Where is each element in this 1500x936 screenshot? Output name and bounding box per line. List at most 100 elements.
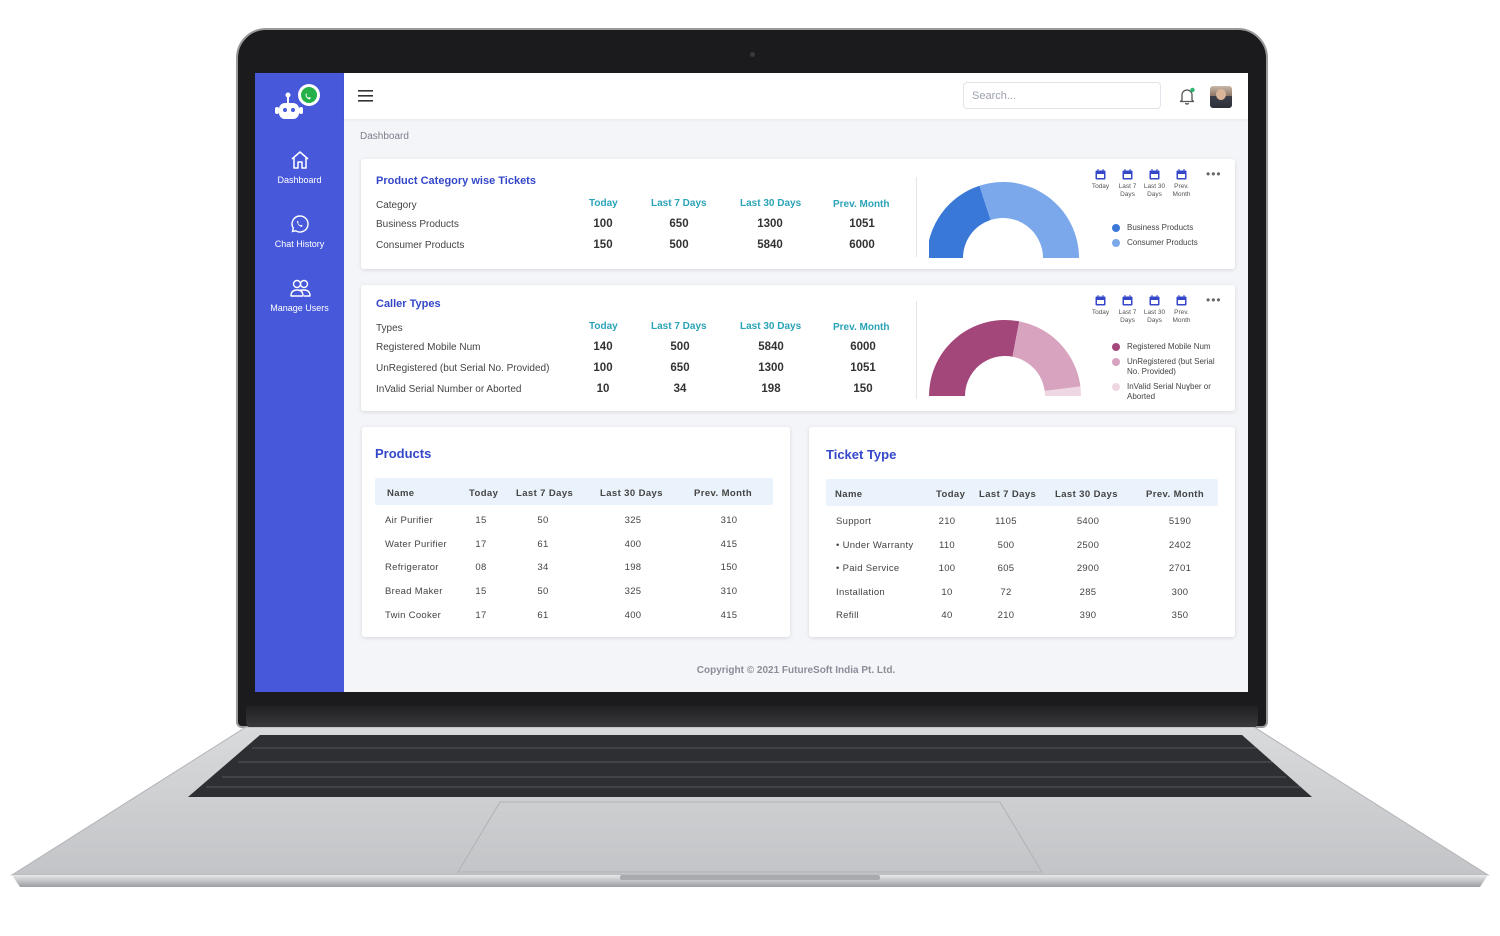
value-cell: 650 [669, 218, 689, 230]
period-today[interactable]: Today [1087, 295, 1114, 325]
product-category-donut-chart [929, 182, 1079, 258]
calendar-icon [1176, 295, 1187, 306]
table-cell: 15 [475, 515, 487, 526]
table-cell: 310 [720, 515, 738, 526]
row-label: UnRegistered (but Serial No. Provided) [376, 363, 550, 374]
table-cell: 08 [475, 562, 487, 574]
table-cell: 325 [624, 515, 642, 526]
product-category-card: Product Category wise Tickets Category T… [361, 159, 1235, 269]
legend-swatch [1112, 239, 1120, 247]
table-cell: 310 [720, 586, 738, 598]
value-cell: 6000 [850, 341, 876, 353]
table-cell: 350 [1171, 610, 1189, 621]
donut-slice[interactable] [1012, 321, 1081, 391]
donut-slice[interactable] [929, 185, 991, 258]
webcam [750, 52, 755, 57]
more-options-icon[interactable]: ••• [1206, 167, 1222, 181]
table-cell: 17 [475, 538, 487, 550]
calendar-icon [1149, 169, 1160, 180]
table-cell: 61 [537, 538, 549, 550]
calendar-icon [1176, 169, 1187, 180]
legend-swatch [1112, 343, 1120, 351]
table-cell: 210 [938, 516, 956, 527]
table-cell: 2402 [1168, 539, 1192, 551]
sidebar-item-dashboard[interactable]: Dashboard [255, 149, 344, 185]
product-name: Twin Cooker [385, 609, 442, 621]
period-label: Today [1091, 183, 1110, 190]
table-cell: 34 [537, 562, 549, 574]
value-cell: 1300 [758, 362, 784, 374]
table-cell: 40 [941, 610, 953, 621]
caller-types-donut-chart [929, 320, 1081, 396]
table-cell: 5190 [1168, 516, 1192, 527]
donut-slice[interactable] [1044, 386, 1081, 396]
table-cell: 17 [475, 609, 487, 621]
card-title: Product Category wise Tickets [376, 175, 536, 187]
legend-label: Registered Mobile Num [1127, 342, 1211, 351]
whatsapp-icon [290, 215, 309, 233]
value-cell: 5840 [757, 239, 783, 251]
column-header: Types [376, 323, 403, 334]
chart-legend: Business Products Consumer Products [1112, 223, 1198, 253]
table-cell: 150 [720, 562, 738, 574]
table-cell: 100 [938, 563, 956, 574]
period-last-7-days[interactable]: Last 7 Days [1114, 295, 1141, 325]
column-header: Today [469, 488, 499, 499]
value-cell: 650 [670, 362, 690, 374]
table-cell: 110 [938, 539, 956, 551]
chatbot-logo-icon [275, 84, 320, 119]
value-cell: 1300 [757, 218, 783, 230]
sidebar: Dashboard Chat History Manage Users [255, 73, 344, 692]
period-label: Last 7 Days [1118, 309, 1137, 324]
table-header [375, 478, 773, 505]
period-last-30-days[interactable]: Last 30 Days [1141, 169, 1168, 199]
card-title: Ticket Type [826, 447, 897, 462]
legend-label: Consumer Products [1127, 238, 1198, 247]
period-prev-month[interactable]: Prev. Month [1168, 169, 1195, 199]
row-label: Business Products [376, 219, 459, 230]
table-cell: 390 [1079, 610, 1097, 621]
search-input[interactable]: Search... [963, 82, 1161, 109]
sidebar-item-label: Chat History [274, 239, 325, 249]
column-header: Today [589, 321, 618, 332]
legend-item: Business Products [1112, 223, 1198, 233]
period-today[interactable]: Today [1087, 169, 1114, 199]
product-name: Refrigerator [385, 562, 439, 574]
footer-copyright: Copyright © 2021 FutureSoft India Pt. Lt… [696, 665, 896, 676]
period-prev-month[interactable]: Prev. Month [1168, 295, 1195, 325]
calendar-icon [1095, 295, 1106, 306]
donut-slice[interactable] [979, 182, 1079, 258]
value-cell: 5840 [758, 341, 784, 353]
period-label: Prev. Month [1172, 183, 1191, 198]
sidebar-item-manage-users[interactable]: Manage Users [255, 277, 344, 313]
table-cell: 300 [1171, 586, 1189, 598]
value-cell: 34 [673, 383, 687, 395]
products-card: Products Name Today Last 7 Days Last 30 … [362, 427, 790, 637]
product-name: Air Purifier [385, 515, 433, 526]
column-header: Last 30 Days [600, 488, 663, 499]
value-cell: 100 [593, 218, 613, 230]
more-options-icon[interactable]: ••• [1206, 293, 1222, 307]
table-cell: 5400 [1076, 516, 1100, 527]
table-cell: 50 [537, 586, 549, 598]
table-cell: 50 [537, 515, 549, 526]
hamburger-menu-icon[interactable] [358, 89, 374, 103]
column-header: Today [936, 489, 966, 500]
table-cell: 1105 [995, 516, 1017, 527]
caller-types-card: Caller Types Types Today Last 7 Days Las… [361, 285, 1235, 411]
sidebar-item-chat-history[interactable]: Chat History [255, 213, 344, 249]
period-last-30-days[interactable]: Last 30 Days [1141, 295, 1168, 325]
row-label: Consumer Products [376, 240, 465, 251]
product-category-table: Category Today Last 7 Days Last 30 Days … [376, 195, 916, 265]
ticket-type-name: • Paid Service [836, 563, 900, 574]
period-label: Prev. Month [1172, 309, 1191, 324]
value-cell: 10 [596, 383, 610, 395]
donut-slice[interactable] [929, 320, 1020, 396]
avatar[interactable] [1210, 86, 1232, 108]
table-cell: 285 [1079, 586, 1097, 598]
bell-icon[interactable] [1178, 87, 1196, 105]
column-header: Last 30 Days [1055, 489, 1118, 500]
divider [916, 301, 917, 399]
ticket-type-card: Ticket Type Name Today Last 7 Days Last … [809, 427, 1235, 637]
period-last-7-days[interactable]: Last 7 Days [1114, 169, 1141, 199]
